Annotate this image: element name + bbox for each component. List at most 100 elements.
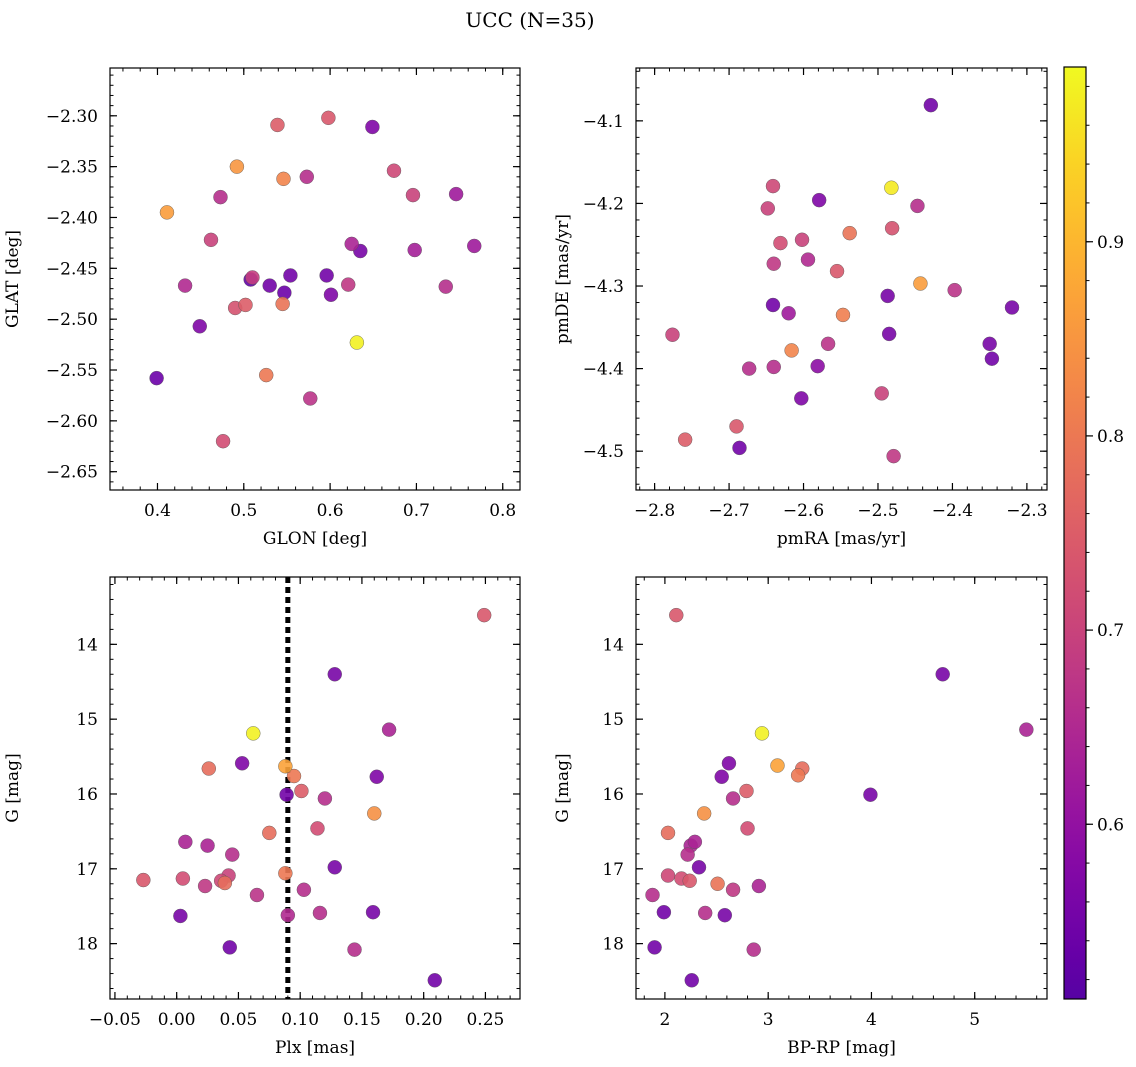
scatter-point xyxy=(448,186,464,202)
scatter-point xyxy=(773,235,788,251)
x-tick-label: −2.6 xyxy=(783,501,824,521)
colorbar-tick-label: 0.9 xyxy=(1097,233,1124,253)
panel-bprp-g: 2 3 4 5 14 15 16 17 18 BP-RP [mag] G [mag] xyxy=(553,576,1048,1058)
scatter-point xyxy=(710,876,725,891)
scatter-point xyxy=(280,907,296,923)
scatter-point xyxy=(684,973,699,988)
x-tick-label: −2.4 xyxy=(932,501,973,521)
scatter-point xyxy=(276,171,291,187)
scatter-point xyxy=(765,178,781,194)
x-axis-label: pmRA [mas/yr] xyxy=(777,529,906,549)
scatter-point xyxy=(427,973,442,988)
scatter-point xyxy=(766,256,781,271)
x-tick-label: −2.5 xyxy=(857,501,898,521)
scatter-point xyxy=(386,163,402,178)
scatter-point xyxy=(721,756,737,771)
scatter-point xyxy=(863,787,878,802)
scatter-point xyxy=(781,306,796,321)
y-axis-label: G [mag] xyxy=(553,753,573,822)
scatter-point xyxy=(923,97,939,113)
scatter-point xyxy=(365,119,380,135)
scatter-point xyxy=(741,361,757,376)
scatter-point xyxy=(323,287,339,302)
scatter-point xyxy=(725,791,741,806)
scatter-point xyxy=(665,327,680,342)
scatter-point xyxy=(732,440,747,456)
scatter-point xyxy=(299,169,314,185)
scatter-point xyxy=(467,238,482,254)
axes-frame xyxy=(635,67,1048,491)
x-tick-label: 0.8 xyxy=(489,501,516,521)
scatter-point xyxy=(279,787,294,802)
scatter-point xyxy=(262,825,277,841)
scatter-point xyxy=(881,326,897,342)
scatter-point xyxy=(884,180,899,195)
x-tick-label: −2.3 xyxy=(1006,501,1047,521)
scatter-point xyxy=(935,667,950,682)
y-tick-label: −4.1 xyxy=(583,112,624,132)
panel-plx-g: −0.05 0.00 0.05 0.10 0.15 0.20 0.25 14 15 16 17 18 P… xyxy=(3,576,521,1058)
colorbar: 0.6 0.7 0.8 0.9 xyxy=(1063,66,1124,1000)
y-axis-label: GLAT [deg] xyxy=(3,230,23,328)
scatter-point xyxy=(225,847,240,862)
scatter-point xyxy=(842,225,857,241)
colorbar-tick-label: 0.8 xyxy=(1097,427,1124,447)
scatter-point xyxy=(249,887,265,903)
x-tick-label: 0.7 xyxy=(403,501,430,521)
y-tick-label: 16 xyxy=(602,785,624,805)
y-tick-label: −2.65 xyxy=(46,463,98,483)
scatter-point xyxy=(381,722,397,737)
scatter-point xyxy=(770,758,785,773)
colorbar-tick-label: 0.7 xyxy=(1097,621,1124,641)
scatter-point xyxy=(660,868,676,883)
y-tick-label: −2.55 xyxy=(46,361,98,381)
scatter-point xyxy=(149,370,164,386)
colorbar-tick-label: 0.6 xyxy=(1097,815,1124,835)
x-tick-label: −0.05 xyxy=(89,1010,141,1030)
scatter-point xyxy=(677,432,693,447)
scatter-point xyxy=(829,263,845,279)
scatter-point xyxy=(794,232,810,247)
y-tick-label: 18 xyxy=(76,935,98,955)
scatter-point xyxy=(886,448,901,464)
figure-title: UCC (N=35) xyxy=(465,8,594,32)
scatter-point xyxy=(203,232,219,248)
scatter-point xyxy=(1019,722,1034,737)
scatter-point xyxy=(717,907,733,923)
scatter-point xyxy=(213,189,228,205)
y-tick-label: −2.30 xyxy=(46,107,98,127)
x-axis-label: GLON [deg] xyxy=(263,529,367,549)
scatter-point xyxy=(319,268,334,283)
y-tick-label: 17 xyxy=(76,860,98,880)
x-tick-label: 4 xyxy=(866,1010,877,1030)
y-tick-label: −4.4 xyxy=(583,360,624,380)
x-tick-label: 0.25 xyxy=(466,1010,504,1030)
points-layer xyxy=(645,607,1034,988)
scatter-point xyxy=(222,940,237,955)
scatter-point xyxy=(369,769,384,784)
scatter-point xyxy=(874,386,889,401)
scatter-point xyxy=(696,806,712,821)
scatter-point xyxy=(303,391,318,406)
y-tick-label: −2.50 xyxy=(46,310,98,330)
axes-frame xyxy=(635,576,1048,1000)
scatter-point xyxy=(794,391,809,406)
scatter-point xyxy=(784,343,799,358)
y-tick-label: 15 xyxy=(76,710,98,730)
x-tick-label: 0.4 xyxy=(144,501,171,521)
scatter-point xyxy=(294,783,309,799)
y-tick-label: −4.3 xyxy=(583,277,624,297)
y-tick-label: −4.2 xyxy=(583,194,624,214)
scatter-point xyxy=(729,419,744,434)
scatter-point xyxy=(984,351,1000,366)
y-tick-label: 17 xyxy=(602,860,624,880)
scatter-point xyxy=(754,726,770,741)
scatter-point xyxy=(739,783,754,799)
scatter-point xyxy=(197,878,213,894)
scatter-point xyxy=(312,905,328,921)
scatter-point xyxy=(982,336,997,352)
scatter-point xyxy=(259,367,274,383)
scatter-point xyxy=(682,873,697,888)
scatter-point xyxy=(438,279,453,294)
